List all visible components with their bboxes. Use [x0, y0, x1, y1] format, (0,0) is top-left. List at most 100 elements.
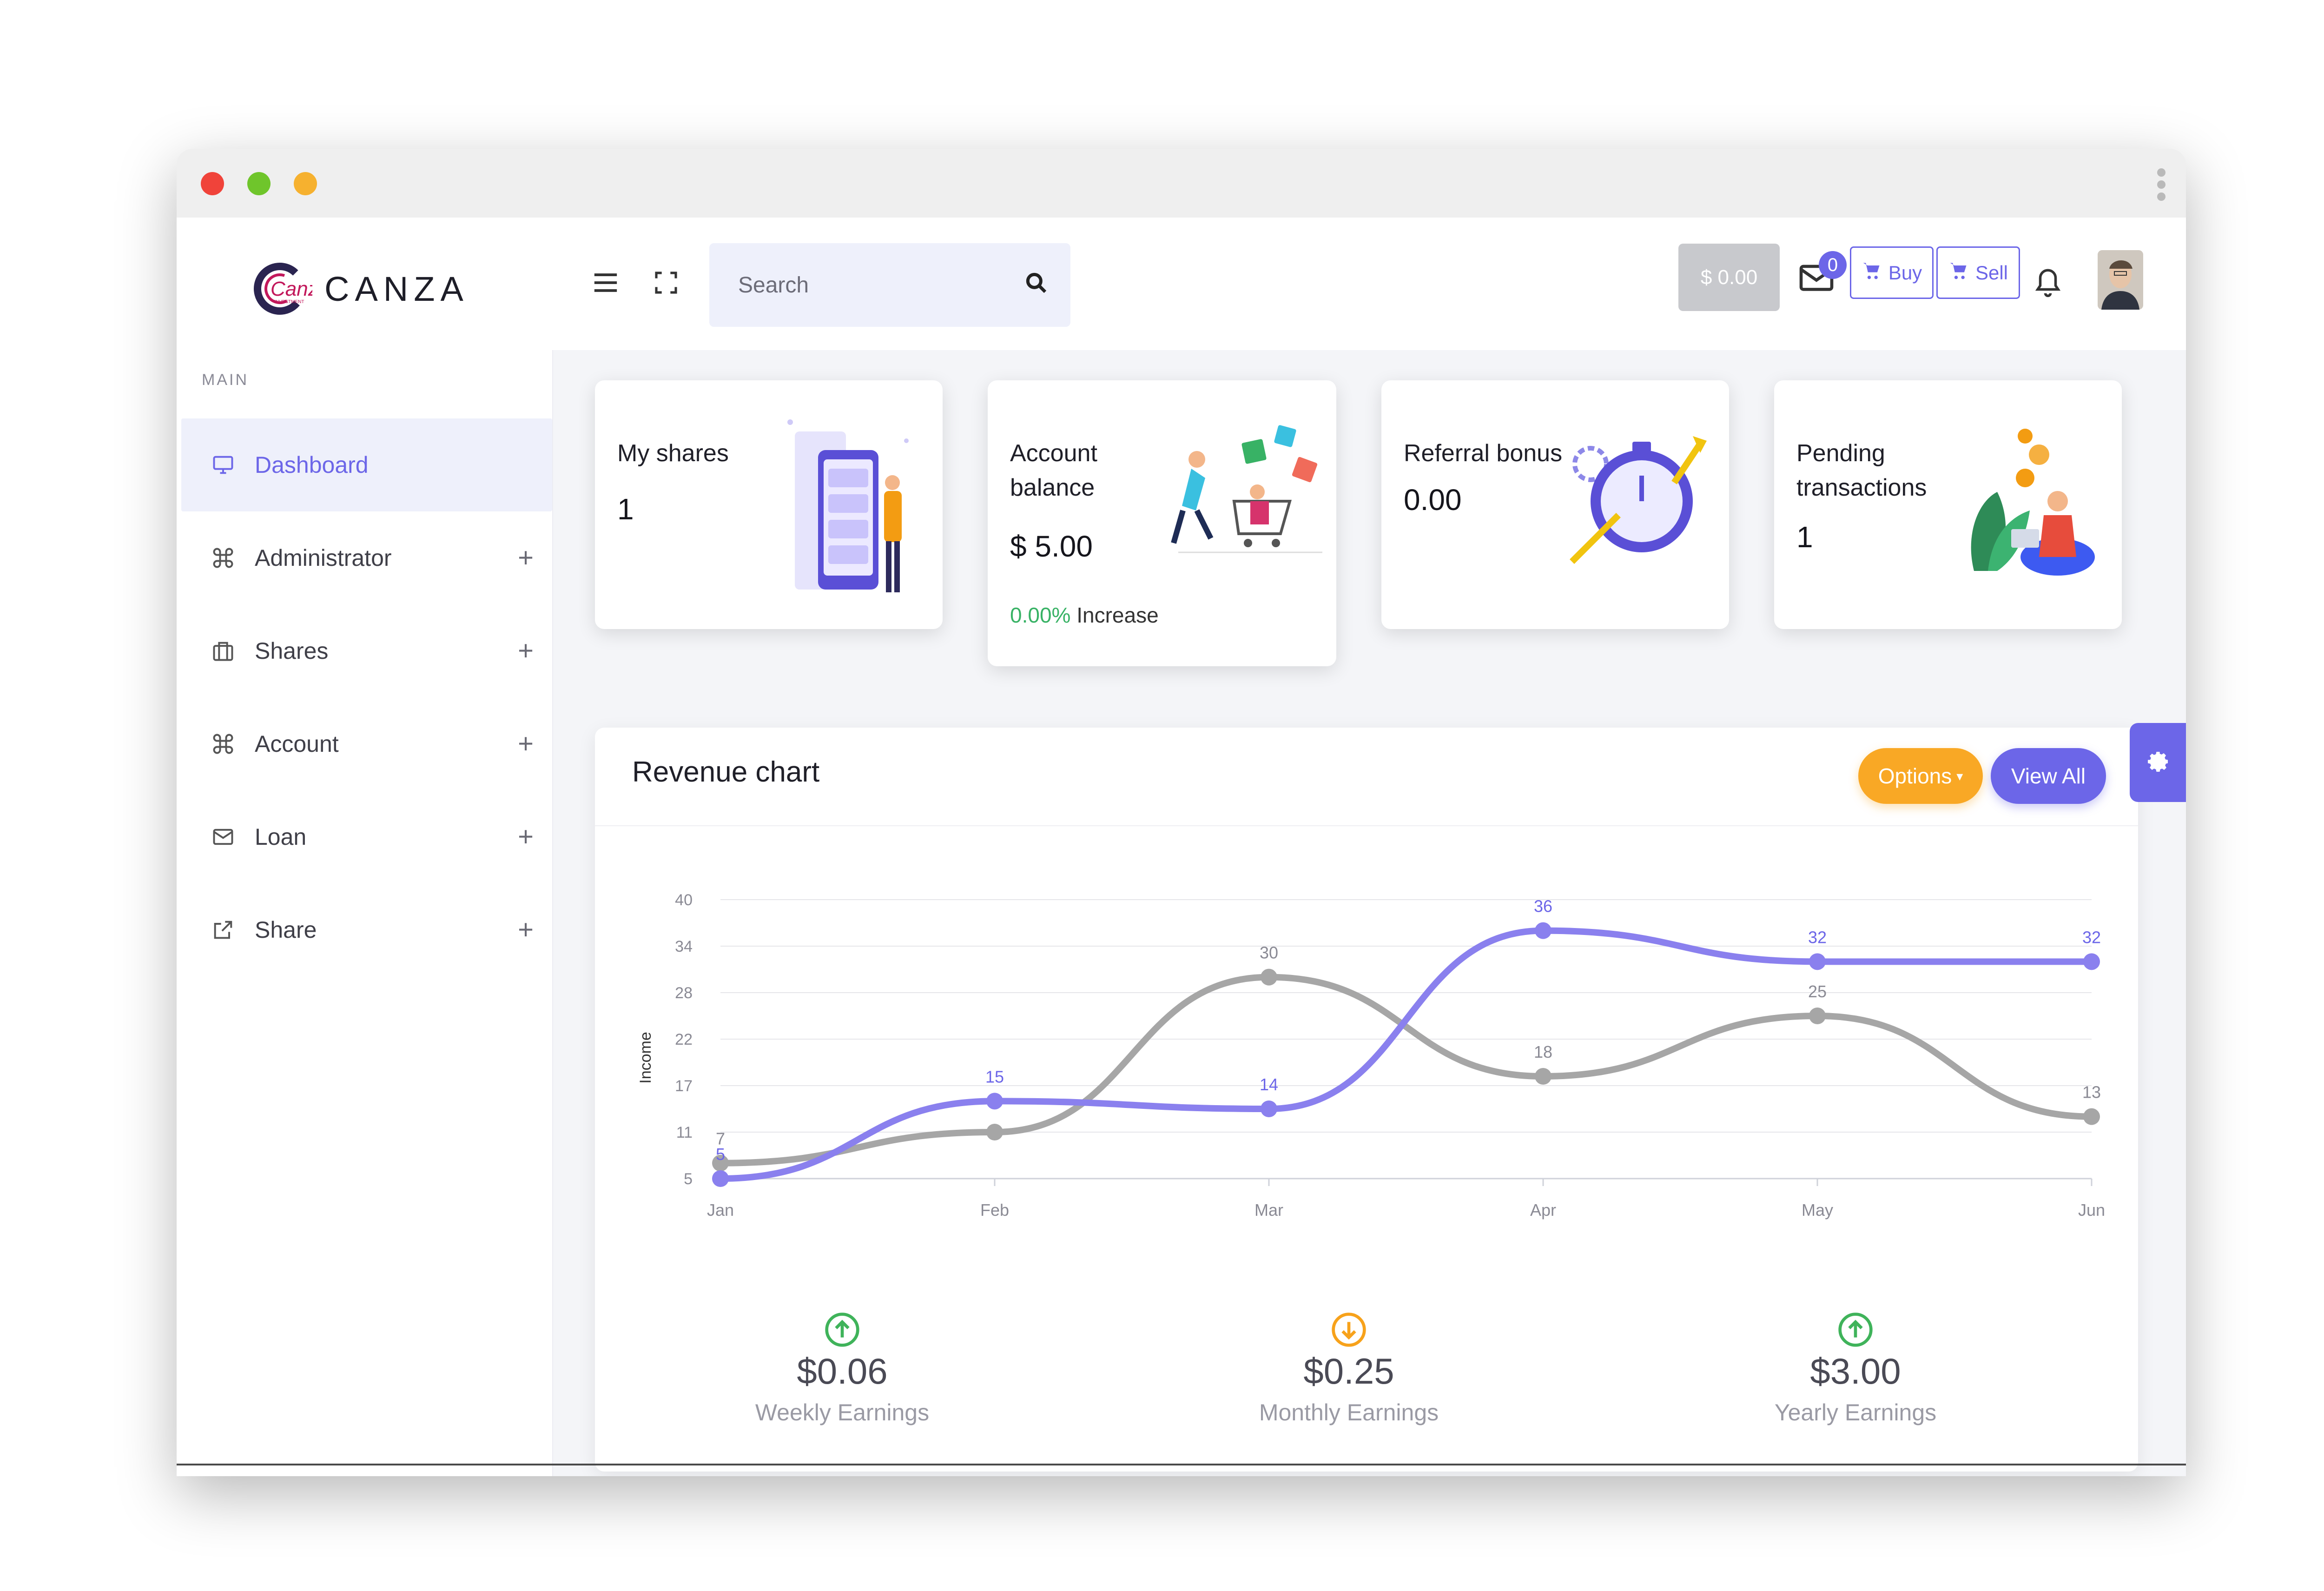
y-tick-label: 34 — [675, 938, 693, 955]
revenue-chart-card: Revenue chart Options ▾ View All 5 11 17 22… — [595, 728, 2138, 1472]
card-value: 1 — [617, 492, 634, 526]
view-all-button[interactable]: View All — [1991, 748, 2106, 804]
search-box — [709, 243, 1070, 327]
sidebar-item-administrator[interactable]: Administrator + — [181, 511, 552, 604]
x-tick-label: Jan — [707, 1200, 734, 1220]
revenue-line-chart: 5 11 17 22 28 34 40 Jan Feb Mar Apr May Jun 7 30 18 25 13… — [637, 891, 2105, 1220]
cart-icon — [1948, 260, 1969, 285]
earning-value: $0.25 — [1303, 1351, 1394, 1392]
search-input[interactable] — [737, 267, 999, 303]
x-tick-label: May — [1802, 1200, 1833, 1220]
data-point — [1261, 968, 1277, 986]
expand-plus-icon[interactable]: + — [518, 543, 534, 573]
x-tick-label: Jun — [2078, 1200, 2105, 1220]
minimize-window-icon[interactable] — [294, 172, 317, 195]
brand-logo[interactable]: Canza INVESTMENT CANZA — [252, 259, 469, 319]
stopwatch-illustration-icon — [1563, 431, 1711, 573]
data-label: 30 — [1260, 943, 1278, 962]
buy-label: Buy — [1888, 261, 1922, 284]
card-title: Account balance — [1010, 440, 1097, 501]
earning-label: Weekly Earnings — [755, 1399, 930, 1425]
sidebar-item-account[interactable]: Account + — [181, 697, 552, 790]
card-title: My shares — [617, 440, 729, 467]
buy-button[interactable]: Buy — [1850, 246, 1934, 299]
data-point — [1535, 1068, 1552, 1085]
expand-plus-icon[interactable]: + — [518, 822, 534, 852]
settings-panel-toggle[interactable] — [2130, 723, 2186, 802]
sidebar-item-label: Account — [255, 731, 339, 757]
y-tick-label: 22 — [675, 1031, 693, 1048]
card-value: 1 — [1796, 520, 1813, 554]
data-point — [712, 1170, 729, 1187]
brand-name: CANZA — [324, 269, 469, 308]
sidebar-item-dashboard[interactable]: Dashboard — [181, 418, 552, 511]
phone-illustration-icon — [776, 413, 920, 610]
arrow-down-circle-icon — [1330, 1311, 1367, 1348]
expand-plus-icon[interactable]: + — [518, 915, 534, 945]
data-point — [1535, 922, 1552, 939]
arrow-up-circle-icon — [824, 1311, 861, 1348]
maximize-window-icon[interactable] — [247, 172, 271, 195]
data-label: 32 — [1808, 928, 1827, 947]
data-label: 18 — [1534, 1042, 1552, 1061]
sidebar-item-share[interactable]: Share + — [181, 883, 552, 976]
sidebar-item-label: Administrator — [255, 545, 392, 571]
x-tick-label: Mar — [1254, 1200, 1283, 1220]
y-tick-label: 28 — [675, 984, 693, 1002]
series-line — [717, 927, 2095, 1182]
data-point — [2083, 1108, 2100, 1125]
earning-stat: $3.00 Yearly Earnings — [1693, 1311, 2018, 1426]
sidebar: Canza INVESTMENT CANZA MAIN Dashboard Ad… — [177, 218, 553, 1476]
data-point — [1261, 1100, 1277, 1117]
earning-label: Yearly Earnings — [1774, 1399, 1937, 1425]
shopping-illustration-icon — [1169, 422, 1327, 564]
canza-logo-icon: Canza INVESTMENT — [252, 259, 330, 319]
sidebar-item-shares[interactable]: Shares + — [181, 604, 552, 697]
stat-card-referral-bonus: Referral bonus 0.00 — [1381, 380, 1729, 629]
chart-card-header: Revenue chart Options ▾ View All — [595, 728, 2138, 826]
user-avatar[interactable] — [2098, 250, 2143, 310]
search-icon[interactable] — [1023, 270, 1050, 298]
sidebar-item-label: Loan — [255, 824, 307, 850]
data-label: 13 — [2082, 1083, 2101, 1102]
y-tick-label: 40 — [675, 891, 693, 909]
sell-label: Sell — [1975, 261, 2008, 284]
chart-card-title: Revenue chart — [632, 756, 820, 788]
balance-change-note: 0.00% Increase — [1010, 603, 1159, 628]
options-label: Options — [1878, 764, 1952, 788]
stat-card-account-balance: Account balance $ 5.00 0.00% Increase — [988, 380, 1336, 666]
y-axis-label: Income — [637, 1032, 654, 1084]
page-bottom-rule — [177, 1464, 2186, 1465]
menu-toggle-icon[interactable] — [589, 264, 622, 301]
sidebar-item-label: Shares — [255, 638, 329, 664]
command-icon — [209, 544, 237, 572]
sidebar-item-loan[interactable]: Loan + — [181, 790, 552, 883]
data-label: 7 — [716, 1129, 725, 1148]
data-point — [1809, 953, 1826, 970]
chart-series — [712, 922, 2100, 1187]
window-menu-icon[interactable] — [2157, 165, 2167, 205]
sell-button[interactable]: Sell — [1936, 246, 2020, 299]
caret-down-icon: ▾ — [1956, 769, 1963, 783]
mail-count-badge: 0 — [1819, 251, 1847, 279]
x-tick-label: Apr — [1530, 1200, 1556, 1220]
close-window-icon[interactable] — [201, 172, 224, 195]
data-point — [1809, 1008, 1826, 1024]
expand-plus-icon[interactable]: + — [518, 636, 534, 666]
browser-window: Canza INVESTMENT CANZA MAIN Dashboard Ad… — [177, 149, 2186, 1476]
logo-mark-text: Canza — [271, 278, 312, 300]
wallet-balance-button[interactable]: $ 0.00 — [1678, 244, 1780, 311]
envelope-icon — [209, 823, 237, 851]
data-point — [2083, 953, 2100, 970]
stat-card-pending-transactions: Pending transactions 1 — [1774, 380, 2122, 629]
options-dropdown-button[interactable]: Options ▾ — [1858, 748, 1983, 804]
card-title: Pending transactions — [1796, 440, 1927, 501]
notification-bell-icon[interactable] — [2033, 264, 2065, 301]
data-label: 36 — [1534, 897, 1552, 916]
fullscreen-icon[interactable] — [650, 264, 682, 301]
top-header: $ 0.00 0 Buy Sell — [552, 218, 2186, 350]
expand-plus-icon[interactable]: + — [518, 729, 534, 759]
chart-grid — [720, 899, 2093, 1186]
x-tick-label: Feb — [980, 1200, 1009, 1220]
change-percent: 0.00% — [1010, 603, 1071, 627]
